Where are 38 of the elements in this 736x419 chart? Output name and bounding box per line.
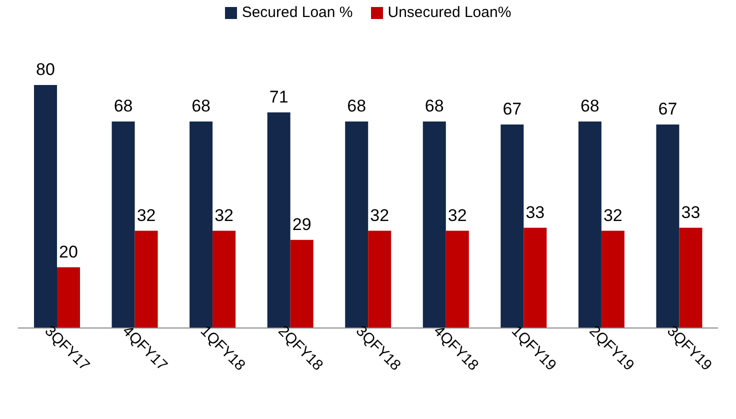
- data-label: 33: [681, 202, 700, 222]
- data-label: 67: [502, 99, 522, 118]
- data-label: 71: [269, 87, 288, 106]
- bar: [679, 228, 702, 328]
- bar: [446, 230, 469, 328]
- data-label: 33: [526, 202, 545, 222]
- bar: [290, 240, 314, 328]
- bar: [500, 124, 524, 328]
- data-label: 32: [136, 206, 156, 225]
- data-label: 68: [424, 96, 444, 116]
- bar: [267, 112, 290, 328]
- bar: [656, 124, 680, 328]
- data-label: 67: [658, 99, 678, 118]
- data-label: 32: [603, 206, 622, 225]
- data-label: 29: [292, 214, 312, 234]
- bar: [601, 230, 624, 328]
- bar: [368, 230, 392, 328]
- data-label: 80: [36, 60, 55, 79]
- bar: [57, 267, 80, 328]
- data-label: 68: [114, 96, 133, 116]
- bar: [190, 121, 213, 328]
- bar: [134, 230, 158, 328]
- bar: [578, 121, 602, 328]
- data-label: 32: [448, 206, 467, 225]
- data-label: 32: [370, 206, 390, 225]
- legend-label: Unsecured Loan%: [386, 4, 512, 21]
- bar: [34, 85, 57, 328]
- data-label: 68: [192, 96, 211, 116]
- bar: [422, 121, 446, 328]
- data-label: 68: [580, 96, 600, 116]
- data-label: 68: [347, 96, 366, 116]
- bar: [345, 121, 368, 328]
- bar: [112, 121, 135, 328]
- data-label: 32: [214, 206, 234, 225]
- data-label: 20: [59, 242, 78, 262]
- legend-label: Secured Loan %: [240, 4, 353, 21]
- bar: [524, 228, 547, 328]
- bar: [212, 230, 236, 328]
